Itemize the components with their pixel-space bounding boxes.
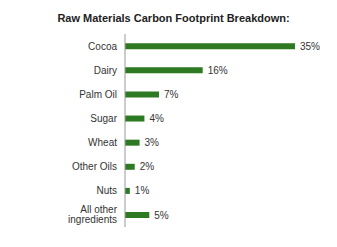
svg-text:7%: 7%: [164, 89, 179, 100]
svg-text:2%: 2%: [140, 161, 155, 172]
svg-text:Dairy: Dairy: [94, 65, 117, 76]
svg-text:Other Oils: Other Oils: [72, 161, 117, 172]
svg-text:Palm Oil: Palm Oil: [79, 89, 117, 100]
svg-text:35%: 35%: [300, 41, 320, 52]
svg-text:Nuts: Nuts: [96, 185, 117, 196]
html-text:Raw Materials Carbon Footprint: Raw Materials Carbon Footprint Breakdown…: [57, 12, 290, 24]
svg-text:Cocoa: Cocoa: [88, 41, 117, 52]
svg-text:5%: 5%: [154, 210, 169, 221]
svg-text:Sugar: Sugar: [90, 113, 117, 124]
svg-text:Wheat: Wheat: [88, 137, 117, 148]
svg-text:All otheringredients: All otheringredients: [68, 204, 118, 225]
svg-text:16%: 16%: [208, 65, 228, 76]
svg-text:3%: 3%: [145, 137, 160, 148]
svg-text:4%: 4%: [149, 113, 164, 124]
svg-text:1%: 1%: [135, 185, 150, 196]
